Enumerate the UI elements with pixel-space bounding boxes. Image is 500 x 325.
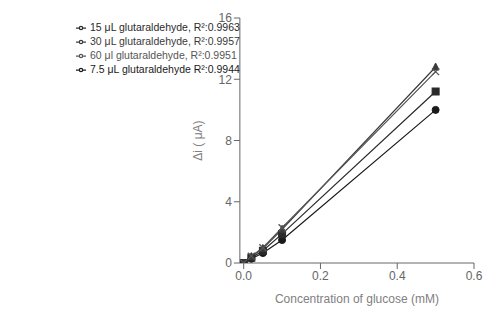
svg-text:0: 0 <box>225 256 232 270</box>
svg-text:0.4: 0.4 <box>389 269 406 283</box>
html-text:7.5 μL glutaraldehyde R²:0.994: 7.5 μL glutaraldehyde R²:0.9944 <box>90 63 240 75</box>
svg-text:0.6: 0.6 <box>466 269 483 283</box>
svg-text:4: 4 <box>225 195 232 209</box>
svg-text:Concentration of glucose (mM): Concentration of glucose (mM) <box>275 292 439 306</box>
svg-text:0.2: 0.2 <box>312 269 329 283</box>
html-text:15 μL glutaraldehyde, R²:0.996: 15 μL glutaraldehyde, R²:0.9963 <box>90 21 240 33</box>
html-text:30 μL glutaraldehyde, R²:0.995: 30 μL glutaraldehyde, R²:0.9957 <box>90 35 240 47</box>
svg-text:8: 8 <box>225 134 232 148</box>
svg-text:16: 16 <box>219 11 233 25</box>
svg-text:Δi ( μA): Δi ( μA) <box>191 120 205 160</box>
html-text:60 μl glutaraldehyde, R²:0.995: 60 μl glutaraldehyde, R²:0.9951 <box>90 49 237 61</box>
svg-text:0.0: 0.0 <box>235 269 252 283</box>
svg-text:12: 12 <box>219 73 233 87</box>
